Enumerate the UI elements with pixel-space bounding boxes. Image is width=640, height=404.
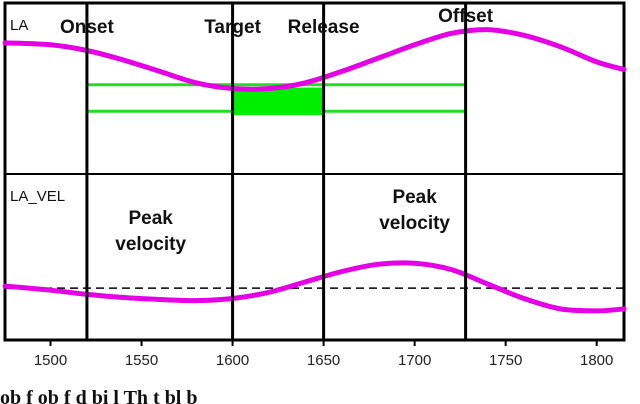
target-range-guides (86, 83, 466, 116)
caption-fragment: ob f ob f d bi l Th t bl b (0, 387, 198, 404)
text-labels: LA LA_VEL Onset Target Release Offset Peak velo… (10, 6, 494, 255)
plot-border (3, 1, 626, 342)
peak-velocity-annotation-2-line-1: Peak (392, 187, 437, 208)
la-series-line (2, 27, 627, 92)
peak-velocity-annotation-1-line-2: velocity (115, 234, 186, 255)
series-layer (2, 27, 627, 314)
x-tick-label-1800: 1800 (580, 352, 613, 369)
release-event-label: Release (288, 17, 360, 38)
la-target-fill (232, 87, 324, 116)
la-vel-series-line (2, 260, 627, 314)
x-tick-label-1700: 1700 (398, 352, 431, 369)
la-vel-panel-label: LA_VEL (10, 188, 65, 205)
event-markers (85, 3, 468, 340)
x-axis: 1500 1550 1600 1650 1700 1750 1800 (34, 340, 613, 369)
x-tick-label-1650: 1650 (307, 352, 340, 369)
peak-velocity-annotation-1-line-1: Peak (128, 208, 173, 229)
x-tick-label-1600: 1600 (216, 352, 249, 369)
x-tick-label-1500: 1500 (34, 352, 67, 369)
x-tick-label-1750: 1750 (489, 352, 522, 369)
target-event-label: Target (204, 17, 261, 38)
x-tick-label-1550: 1550 (125, 352, 158, 369)
plot-frame (3, 1, 626, 342)
onset-event-label: Onset (60, 17, 115, 38)
offset-event-label: Offset (438, 6, 494, 27)
la-panel-label: LA (10, 17, 28, 34)
peak-velocity-annotation-2-line-2: velocity (379, 213, 450, 234)
